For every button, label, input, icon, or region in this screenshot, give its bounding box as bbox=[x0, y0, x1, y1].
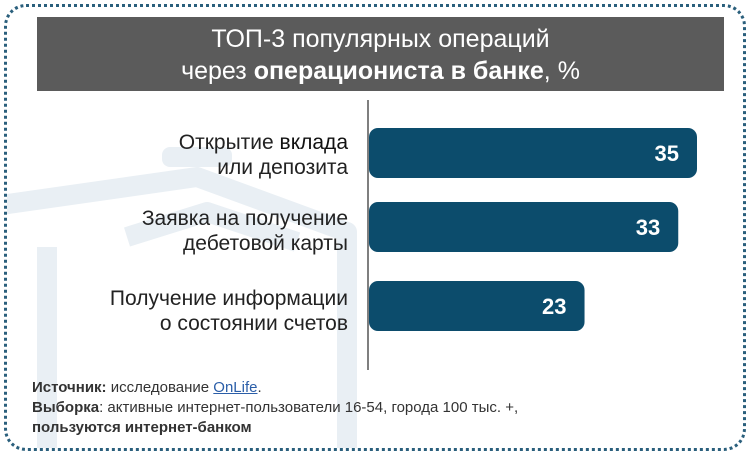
source-link[interactable]: OnLife bbox=[213, 379, 258, 396]
bar-value-label-2: 33 bbox=[636, 215, 660, 240]
bar-value-label-3: 23 bbox=[542, 294, 566, 319]
bar-3 bbox=[369, 281, 585, 331]
sample-line: Выборка: активные интернет-пользователи … bbox=[32, 399, 519, 416]
category-label-2: Заявка на получение дебетовой карты bbox=[141, 207, 348, 255]
title-line-1: ТОП-3 популярных операций bbox=[211, 25, 550, 53]
category-label-1: Открытие вклада или депозита bbox=[178, 131, 348, 179]
bar-chart: 35 33 23 bbox=[367, 100, 697, 370]
chart-title: ТОП-3 популярных операций через операцио… bbox=[37, 17, 724, 91]
sample-line-2: пользуются интернет-банком bbox=[32, 419, 252, 436]
chart-footer: Источник: исследование OnLife. Выборка: … bbox=[32, 378, 732, 438]
card-watermark-icon bbox=[7, 147, 357, 448]
infographic-frame: ТОП-3 популярных операций через операцио… bbox=[4, 4, 746, 451]
bar-2 bbox=[369, 202, 679, 252]
bar-value-label-1: 35 bbox=[655, 141, 679, 166]
category-label-3: Получение информации о состоянии счетов bbox=[109, 287, 348, 335]
title-line-2: через операциониста в банке, % bbox=[181, 57, 580, 85]
source-line: Источник: исследование OnLife. bbox=[32, 379, 262, 396]
title-emphasis: операциониста в банке bbox=[253, 57, 544, 85]
bar-1 bbox=[369, 128, 697, 178]
